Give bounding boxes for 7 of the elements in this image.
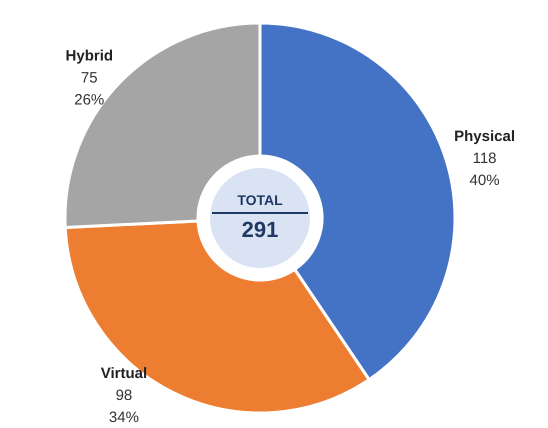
data-label: 75 26% <box>74 69 104 108</box>
slice-label: Hybrid <box>66 47 114 64</box>
data-label: 98 34% <box>108 387 139 426</box>
data-label: 118 40% <box>470 150 500 190</box>
slice-label: Virtual <box>100 365 148 382</box>
center-disc: TOTAL 291 <box>210 168 310 268</box>
slice-label: Physical <box>454 128 515 146</box>
